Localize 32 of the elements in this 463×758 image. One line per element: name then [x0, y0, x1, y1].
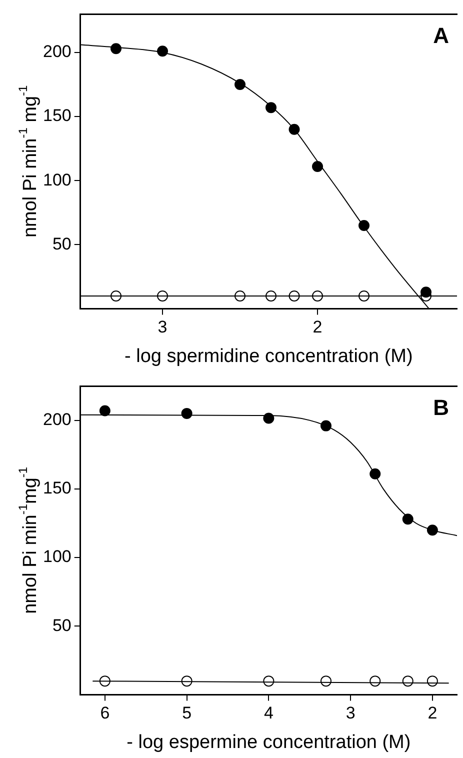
point	[312, 161, 324, 172]
y-tick-label: 100	[42, 170, 72, 190]
point	[420, 286, 432, 298]
x-tick-label: 3	[158, 318, 168, 337]
x-tick-label: 5	[182, 704, 192, 723]
x-tick-label: 2	[428, 704, 438, 723]
point	[157, 46, 168, 57]
x-tick-label: 3	[346, 704, 356, 723]
point	[99, 405, 110, 416]
point	[263, 412, 274, 424]
annotation: A	[433, 23, 450, 48]
point	[370, 468, 381, 480]
annotation: B	[433, 395, 449, 420]
y-tick-label: 200	[42, 410, 72, 429]
point	[266, 102, 277, 114]
y-axis-title: nmol Pi min-1 mg-1	[16, 84, 41, 238]
y-tick-label: 150	[42, 478, 72, 498]
point	[358, 220, 370, 231]
point	[110, 43, 122, 54]
x-axis-title: - log espermine concentration (M)	[126, 732, 411, 753]
y-tick-label: 150	[42, 106, 72, 126]
x-axis-title: - log spermidine concentration (M)	[124, 346, 413, 367]
y-tick-label: 200	[42, 42, 72, 62]
x-tick-label: 4	[264, 704, 274, 723]
point	[402, 514, 414, 525]
y-tick-label: 100	[42, 547, 72, 566]
point	[426, 524, 438, 536]
y-tick-label: 50	[52, 234, 72, 254]
x-tick-label: 2	[312, 318, 322, 337]
x-tick-label: 6	[100, 704, 110, 723]
y-axis-title: nmol Pi min-1mg-1	[16, 466, 41, 614]
y-tick-label: 50	[52, 616, 72, 635]
